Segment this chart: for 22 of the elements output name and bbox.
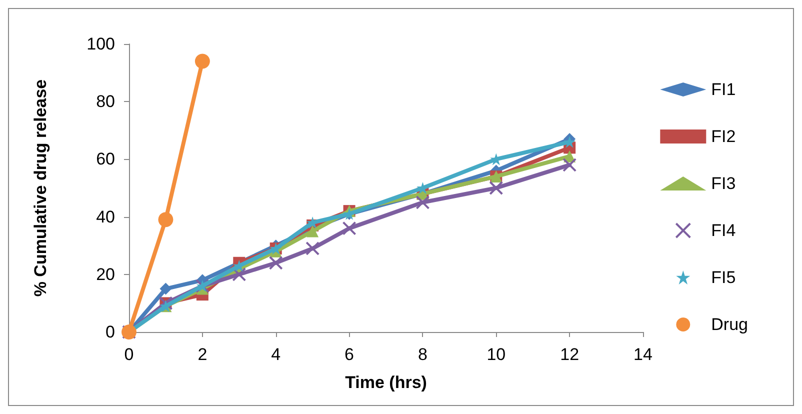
y-axis-title: % Cumulative drug release <box>31 79 50 297</box>
x-tick-label: 10 <box>486 345 506 364</box>
y-tick-label: 100 <box>86 34 115 54</box>
x-tick-label: 6 <box>344 345 354 364</box>
x-tick-label: 8 <box>418 345 428 364</box>
x-tick-label: 0 <box>124 345 134 364</box>
y-tick-label: 0 <box>106 322 115 342</box>
y-tick-label: 40 <box>96 207 115 226</box>
legend-label: FI3 <box>711 174 736 193</box>
y-tick-label: 20 <box>96 264 115 284</box>
x-axis-title: Time (hrs) <box>345 373 427 392</box>
legend-label: Drug <box>711 315 748 334</box>
legend-label: FI1 <box>711 80 736 99</box>
y-tick-label: 80 <box>96 92 115 112</box>
x-tick-label: 2 <box>198 345 208 364</box>
x-tick-label: 12 <box>560 345 580 364</box>
y-tick-label: 60 <box>96 150 115 169</box>
legend-label: FI2 <box>711 127 736 146</box>
legend-label: FI4 <box>711 221 736 240</box>
x-tick-label: 4 <box>271 345 281 364</box>
legend-label: FI5 <box>711 268 736 287</box>
x-tick-label: 14 <box>634 345 652 364</box>
